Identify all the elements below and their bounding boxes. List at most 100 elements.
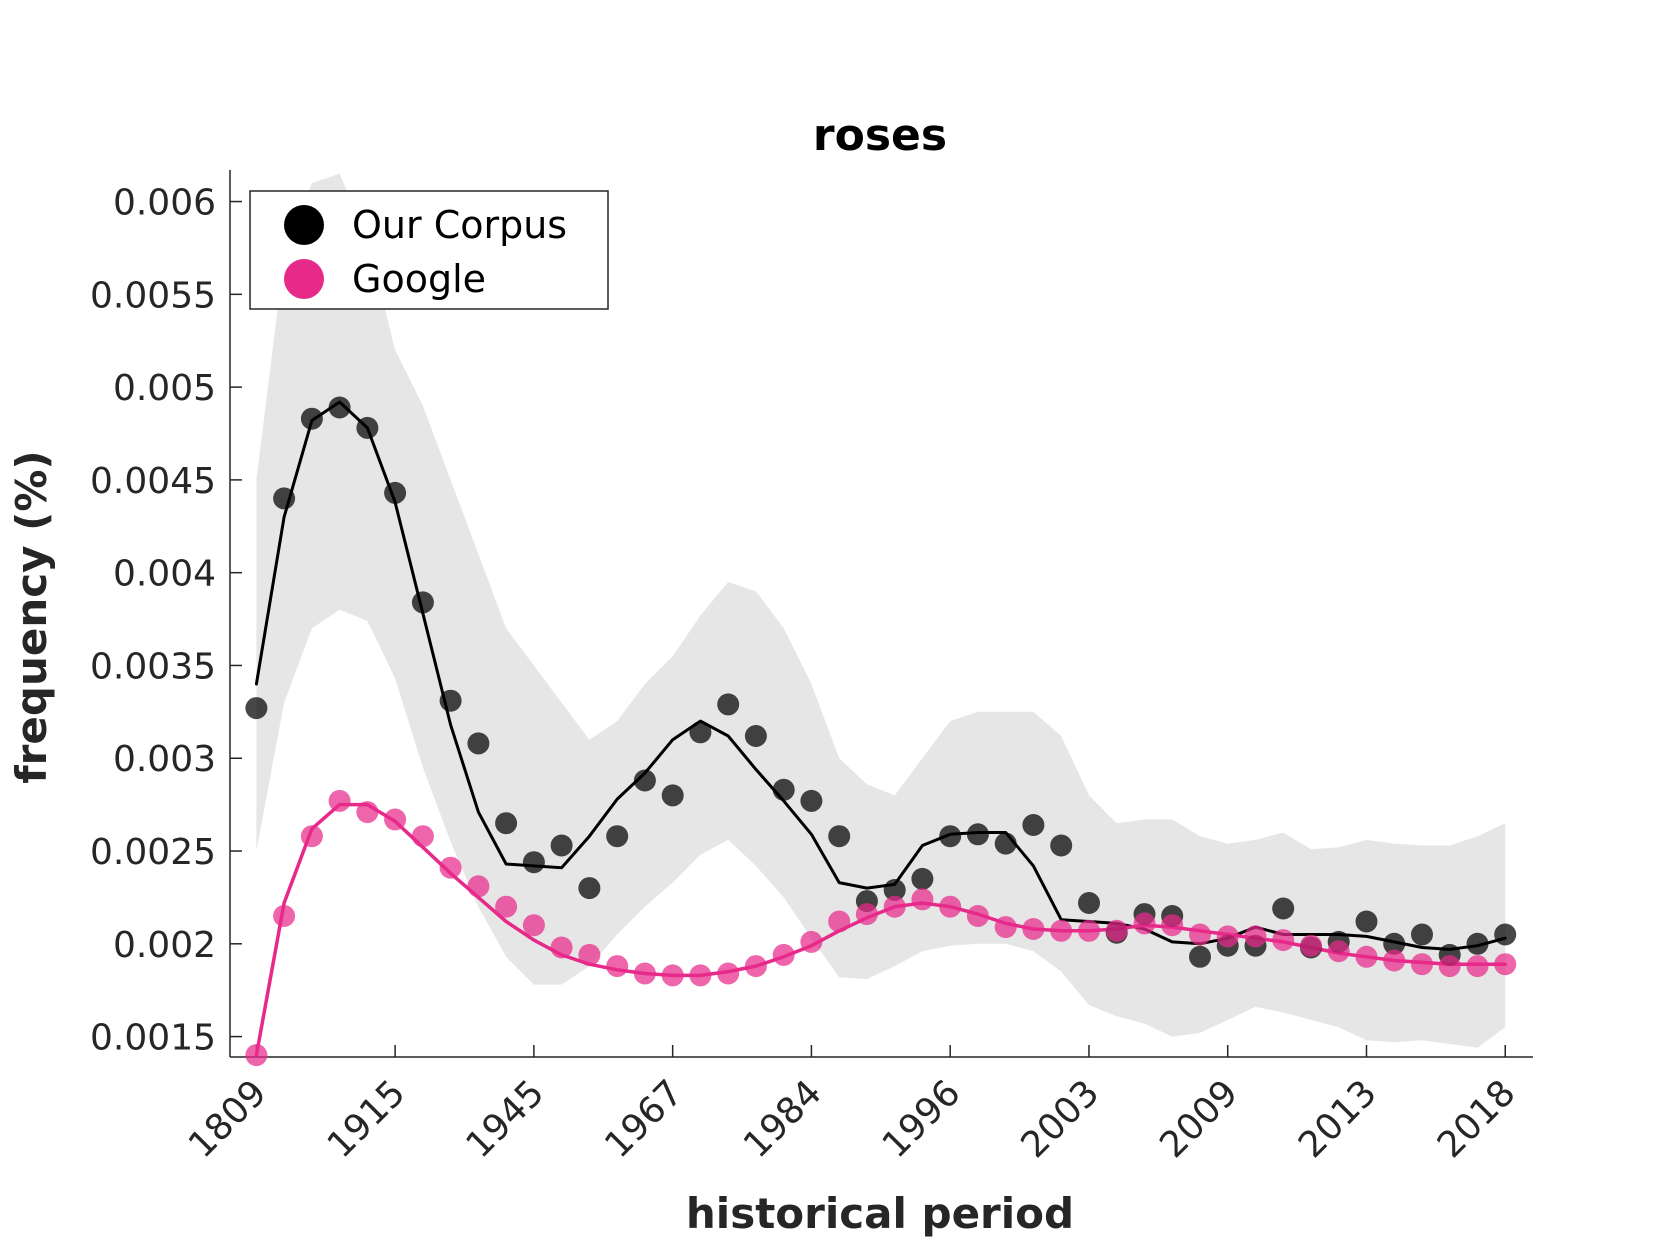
x-tick-label: 1945 [458,1072,552,1166]
point-google [855,903,878,926]
point-google [1300,934,1322,957]
point-google [939,895,962,918]
point-google [578,943,601,966]
legend-marker-google [284,259,324,299]
y-axis-label: frequency (%) [7,450,56,783]
legend-marker-our-corpus [284,205,324,245]
point-our-corpus [300,407,323,430]
point-google [994,916,1017,939]
point-our-corpus [661,784,684,807]
data-points [245,396,1517,1067]
point-our-corpus [800,789,823,812]
point-google [800,930,823,953]
point-google [1327,940,1350,963]
point-google [828,910,851,933]
point-our-corpus [828,825,851,848]
point-our-corpus [911,867,934,890]
point-our-corpus [411,591,434,614]
x-tick-label: 2003 [1014,1072,1108,1166]
y-tick-label: 0.002 [113,925,216,966]
point-our-corpus [1383,932,1406,955]
y-tick-label: 0.005 [113,368,216,409]
x-tick-label: 1915 [320,1072,414,1166]
legend-label-our-corpus: Our Corpus [352,203,567,247]
point-google [467,875,490,898]
point-google [300,825,323,848]
point-google [356,801,379,824]
point-google [966,905,989,927]
point-google [1050,919,1073,942]
point-google [1466,955,1489,978]
point-google [1022,918,1045,940]
legend: Our Corpus Google [249,190,609,310]
confidence-band [256,173,1506,1048]
y-tick-label: 0.0025 [90,832,216,873]
point-our-corpus [1411,923,1433,946]
point-our-corpus [384,481,407,504]
point-google [1078,919,1100,942]
point-google [550,936,573,959]
point-our-corpus [966,823,989,846]
x-tick-label: 2009 [1152,1072,1246,1166]
point-google [1216,925,1239,948]
point-our-corpus [1272,897,1295,920]
point-our-corpus [1355,910,1378,933]
point-google [883,895,906,918]
y-tick-label: 0.0055 [90,275,216,316]
y-tick-label: 0.004 [113,554,216,595]
point-our-corpus [356,416,379,439]
x-tick-label: 1984 [736,1072,830,1166]
y-tick-label: 0.0045 [90,461,216,502]
point-google [495,895,518,918]
x-tick-label: 1967 [597,1072,691,1166]
y-tick-label: 0.0015 [90,1018,216,1059]
x-tick-label: 2018 [1430,1072,1524,1166]
point-our-corpus [578,877,601,900]
point-our-corpus [1466,932,1489,955]
point-our-corpus [717,693,740,716]
point-our-corpus [606,825,629,848]
point-our-corpus [1189,945,1211,968]
point-google [744,955,767,978]
point-google [1494,953,1517,976]
point-our-corpus [522,851,545,874]
point-our-corpus [273,487,296,510]
point-google [606,955,629,978]
point-google [273,905,296,927]
point-our-corpus [633,769,656,792]
trend-line-google [254,802,1507,1057]
point-google [911,888,934,911]
point-our-corpus [1078,892,1100,914]
point-our-corpus [744,725,767,747]
point-our-corpus [550,834,573,857]
point-google [661,964,684,987]
point-our-corpus [1022,814,1045,836]
y-tick-label: 0.006 [113,183,216,224]
chart-title: roses [813,110,947,161]
point-google [1355,945,1378,968]
point-our-corpus [1050,834,1073,857]
point-our-corpus [883,879,906,901]
point-google [1411,953,1433,976]
point-google [717,962,740,985]
x-tick-label: 2013 [1291,1072,1385,1166]
x-tick-label: 1809 [181,1072,275,1166]
point-our-corpus [467,732,490,755]
point-google [384,808,407,831]
point-google [1244,925,1267,948]
point-our-corpus [328,396,351,419]
point-google [689,964,712,987]
point-google [1438,955,1461,978]
point-google [633,962,656,985]
trend-line-our-corpus [254,400,1507,951]
point-google [1272,929,1295,952]
point-our-corpus [245,697,268,720]
trend-lines [254,400,1507,1057]
point-our-corpus [772,778,795,801]
point-google [522,914,545,937]
point-google [1189,923,1211,946]
point-google [439,856,462,879]
x-tick-label: 1996 [875,1072,969,1166]
point-our-corpus [439,689,462,712]
